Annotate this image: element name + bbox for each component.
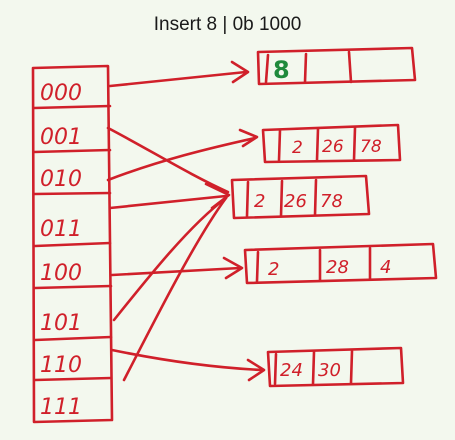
pointer-arrow bbox=[106, 126, 230, 194]
bucket-c-divider bbox=[279, 179, 284, 218]
bucket-d-divider bbox=[255, 250, 260, 283]
directory-divider bbox=[33, 335, 113, 342]
bucket-b-outline bbox=[261, 123, 402, 164]
bucket-e: 24 30 bbox=[266, 346, 405, 388]
bucket-a-outline bbox=[256, 46, 417, 86]
pointer-arrow bbox=[112, 196, 228, 322]
bucket-c-divider bbox=[313, 178, 318, 217]
bucket-d: 2 28 4 bbox=[243, 242, 438, 285]
bucket-d-value: 4 bbox=[380, 257, 391, 278]
bucket-a-divider bbox=[264, 53, 270, 84]
bucket-c-outline bbox=[230, 174, 371, 220]
bucket-b-divider bbox=[352, 126, 357, 162]
pointers bbox=[106, 60, 266, 382]
bucket-b-value: 26 bbox=[322, 137, 344, 157]
bucket-e-divider bbox=[273, 352, 278, 386]
bucket-e-divider bbox=[311, 350, 316, 386]
pointer-arrow bbox=[122, 196, 228, 382]
arrowhead bbox=[204, 182, 231, 210]
bucket-d-value: 28 bbox=[326, 257, 349, 278]
pointer-arrow bbox=[108, 194, 228, 210]
bucket-a-divider bbox=[303, 52, 308, 84]
bucket-a-divider bbox=[347, 50, 353, 84]
directory-entry-010: 010 bbox=[40, 167, 82, 192]
directory-divider bbox=[33, 376, 113, 382]
directory-divider bbox=[33, 241, 112, 248]
bucket-b: 2 26 78 bbox=[261, 123, 402, 164]
directory-entry-001: 001 bbox=[40, 125, 82, 150]
directory-divider bbox=[32, 191, 112, 196]
directory-entry-110: 110 bbox=[40, 353, 82, 378]
bucket-c: 2 26 78 bbox=[230, 174, 371, 220]
bucket-b-divider bbox=[315, 127, 320, 162]
bucket-a: 8 bbox=[256, 46, 417, 86]
directory-divider bbox=[32, 148, 112, 154]
directory-divider bbox=[32, 104, 112, 110]
bucket-b-divider bbox=[277, 128, 282, 162]
bucket-c-divider bbox=[245, 180, 250, 218]
bucket-e-value: 24 bbox=[280, 360, 303, 381]
bucket-e-value: 30 bbox=[318, 360, 341, 381]
bucket-d-value: 2 bbox=[268, 259, 279, 280]
pointer-arrow bbox=[110, 266, 242, 277]
bucket-b-value: 78 bbox=[360, 137, 382, 157]
pointer-arrow bbox=[106, 136, 257, 182]
directory-entry-111: 111 bbox=[40, 395, 82, 420]
directory-entry-011: 011 bbox=[40, 217, 82, 242]
arrowhead bbox=[222, 256, 244, 280]
directory-outline bbox=[31, 64, 114, 424]
diagram-title: Insert 8 | 0b 1000 bbox=[153, 14, 302, 35]
pointer-arrow bbox=[108, 70, 248, 88]
arrowhead bbox=[230, 60, 250, 84]
directory-entry-100: 100 bbox=[40, 261, 82, 286]
bucket-e-outline bbox=[266, 346, 405, 388]
bucket-c-value: 78 bbox=[320, 191, 343, 212]
bucket-b-value: 2 bbox=[292, 138, 303, 158]
pointer-arrow bbox=[110, 348, 264, 372]
bucket-e-divider bbox=[349, 349, 354, 385]
bucket-a-value: 8 bbox=[273, 56, 290, 84]
directory: 000 001 010 011 100 101 110 111 bbox=[31, 64, 114, 424]
bucket-c-value: 2 bbox=[254, 191, 265, 212]
directory-divider bbox=[33, 284, 113, 290]
directory-entry-101: 101 bbox=[40, 311, 82, 336]
arrowhead bbox=[238, 128, 259, 148]
bucket-d-outline bbox=[243, 242, 438, 285]
arrowhead bbox=[246, 358, 266, 382]
bucket-c-value: 26 bbox=[284, 191, 307, 212]
directory-entry-000: 000 bbox=[40, 81, 82, 106]
